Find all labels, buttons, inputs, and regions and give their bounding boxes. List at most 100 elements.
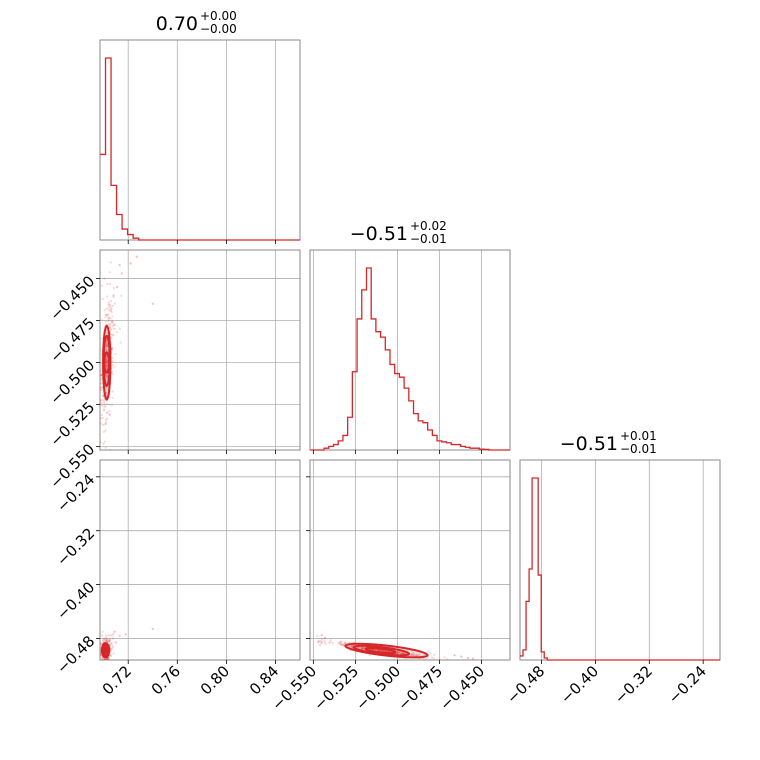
histogram-line-1 xyxy=(310,267,510,451)
sample-point xyxy=(361,647,364,651)
title-minus: −0.01 xyxy=(620,442,657,456)
sample-point xyxy=(104,345,107,349)
sample-point xyxy=(108,403,112,406)
sample-point xyxy=(101,456,103,458)
sample-point xyxy=(103,638,106,641)
sample-point xyxy=(320,637,324,640)
sample-point xyxy=(102,394,105,397)
sample-point xyxy=(110,320,113,324)
sample-point xyxy=(104,665,106,667)
sample-point xyxy=(324,642,327,646)
sample-point xyxy=(448,663,450,665)
panel-grid-0-0 xyxy=(127,40,276,240)
sample-point xyxy=(100,386,103,389)
sample-point xyxy=(106,363,109,366)
sample-point xyxy=(108,413,112,416)
sample-point xyxy=(105,386,108,389)
panel-frame-2-1 xyxy=(309,459,511,661)
sample-point xyxy=(103,649,106,652)
sample-point xyxy=(449,665,451,667)
sample-point xyxy=(101,659,103,660)
sample-point xyxy=(110,664,112,666)
sample-point xyxy=(453,659,455,660)
sample-point xyxy=(102,662,104,664)
sample-point xyxy=(108,643,112,646)
sample-point xyxy=(397,651,400,654)
sample-point xyxy=(361,647,364,650)
sample-point xyxy=(401,652,405,655)
sample-point xyxy=(337,642,340,645)
sample-point xyxy=(106,638,109,642)
sample-point xyxy=(103,649,107,652)
sample-point xyxy=(100,399,102,402)
sample-point xyxy=(399,651,402,654)
sample-point xyxy=(104,636,108,639)
sample-point xyxy=(400,652,404,655)
panel-title-0: 0.70 +0.00−0.00 xyxy=(156,9,237,36)
sample-point xyxy=(289,639,291,641)
sample-point xyxy=(104,639,107,642)
sample-point xyxy=(104,649,108,652)
sample-point xyxy=(338,641,341,644)
sample-point xyxy=(396,651,399,654)
sample-point xyxy=(100,655,101,658)
sample-point xyxy=(108,271,111,274)
sample-point xyxy=(106,661,108,663)
sample-point xyxy=(103,660,105,662)
sample-point xyxy=(100,653,102,656)
sample-point xyxy=(104,650,107,653)
sample-point xyxy=(109,322,112,326)
sample-point xyxy=(104,429,107,432)
sample-point xyxy=(342,643,345,647)
title-value: 0.70 xyxy=(156,13,198,35)
sample-point xyxy=(377,648,380,652)
sample-point xyxy=(109,328,113,331)
sample-point xyxy=(109,309,113,313)
sample-point xyxy=(102,405,106,408)
sample-point xyxy=(100,378,103,381)
sample-point xyxy=(110,370,114,373)
sample-point xyxy=(119,341,122,344)
sample-point xyxy=(108,640,111,643)
sample-point xyxy=(109,647,113,650)
sample-point xyxy=(103,399,106,402)
sample-point xyxy=(105,348,108,351)
sample-point xyxy=(321,640,324,643)
sample-point xyxy=(426,656,429,659)
sample-point xyxy=(100,403,101,406)
sample-point xyxy=(341,643,344,646)
sample-point xyxy=(385,650,388,653)
x-tick-label-1-3: −0.475 xyxy=(394,662,446,714)
sample-point xyxy=(108,304,111,307)
x-tick-label-0-2: 0.80 xyxy=(197,662,233,698)
panel-grid-1-1 xyxy=(312,250,482,450)
sample-point xyxy=(324,641,327,644)
sample-point xyxy=(111,348,114,351)
sample-point xyxy=(110,311,113,314)
y-tick-label-1-3: −0.475 xyxy=(46,314,98,366)
sample-point xyxy=(106,402,109,406)
sample-point xyxy=(95,657,97,659)
sample-point xyxy=(106,640,109,644)
panel-grid-2-2 xyxy=(541,460,704,660)
sample-point xyxy=(95,659,97,661)
sample-point xyxy=(106,344,109,347)
sample-point xyxy=(89,381,91,383)
sample-point xyxy=(317,640,320,643)
sample-point xyxy=(102,430,106,434)
sample-point xyxy=(106,283,109,286)
sample-point xyxy=(109,634,113,637)
sample-point xyxy=(105,344,109,347)
sample-point xyxy=(347,644,350,648)
sample-point xyxy=(106,314,109,317)
sample-point xyxy=(100,373,103,376)
sample-point xyxy=(107,658,110,660)
sample-point xyxy=(107,665,109,667)
sample-point xyxy=(107,656,111,659)
sample-point xyxy=(100,348,102,351)
sample-point xyxy=(100,659,103,660)
sample-point xyxy=(107,634,110,637)
sample-point xyxy=(398,652,401,655)
sample-point xyxy=(109,326,112,329)
sample-point xyxy=(317,641,320,644)
